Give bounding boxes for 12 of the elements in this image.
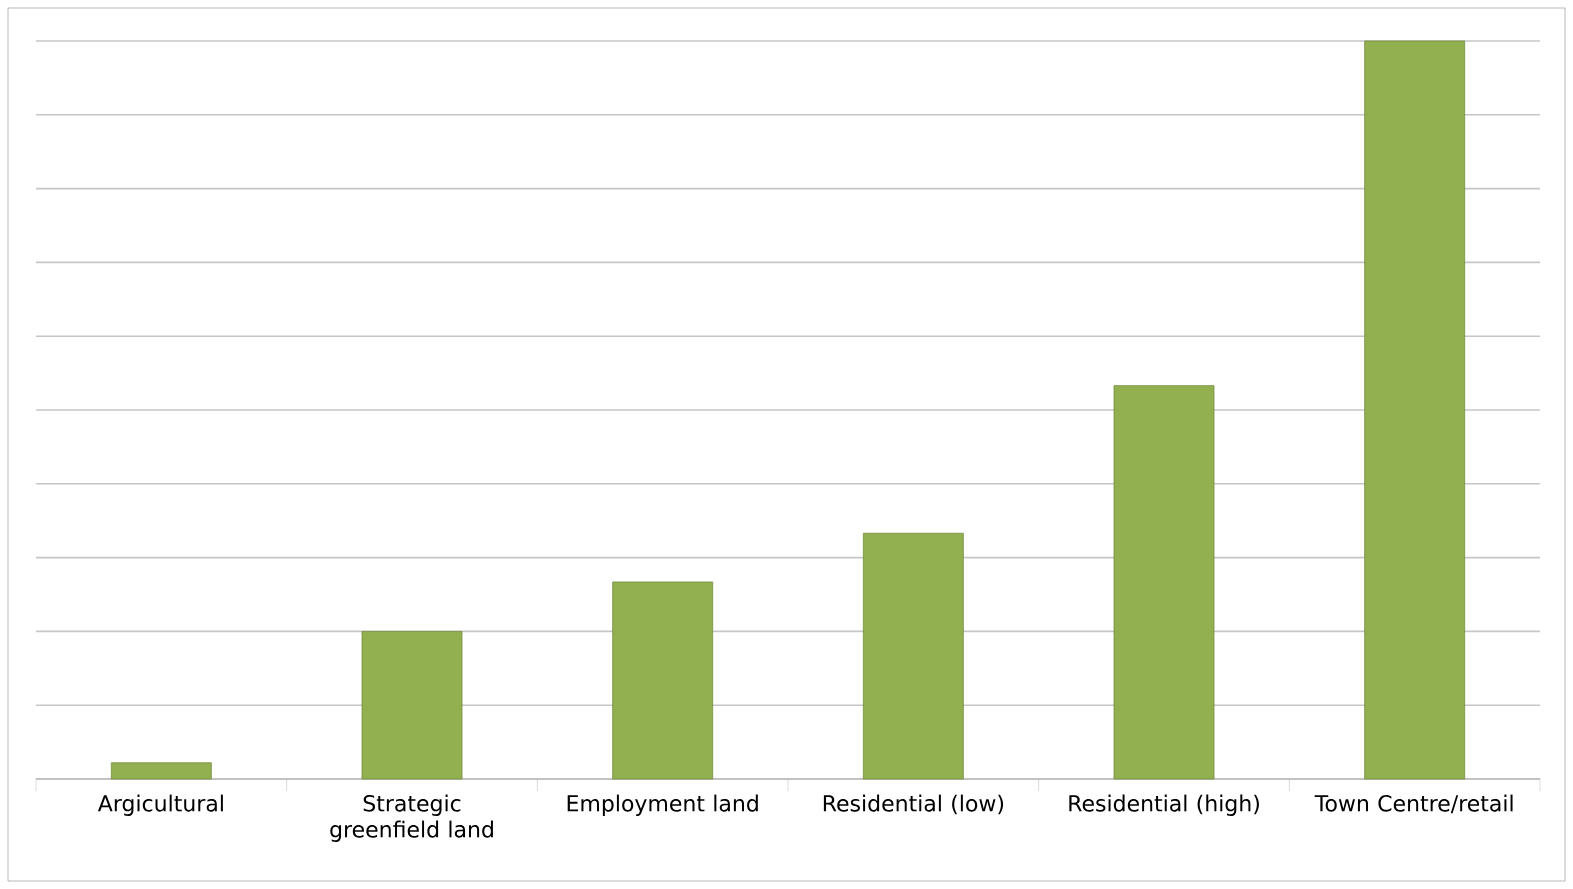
x-tick-label: Residential (low) [823,794,1004,815]
x-tick-label: Strategic greenfield land [330,794,493,842]
bar [1364,40,1466,780]
bar [612,581,714,780]
bar [110,762,212,780]
x-tick-label: Residential (high) [1069,794,1259,816]
bar [862,532,964,780]
bar [361,631,463,780]
bar [1113,385,1215,780]
x-tick-label: Employment land [567,794,758,816]
x-tick-label: Argicultural [97,794,223,816]
x-tick-label: Town Centre/retail [1314,794,1513,814]
